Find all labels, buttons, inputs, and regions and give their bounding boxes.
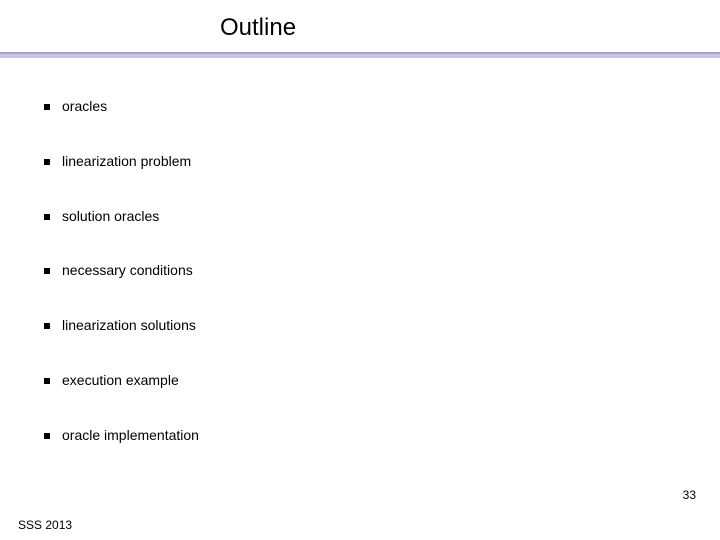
bullet-icon — [44, 323, 50, 329]
list-item: oracle implementation — [44, 427, 720, 444]
bullet-icon — [44, 268, 50, 274]
list-item: linearization problem — [44, 153, 720, 170]
bullet-text: oracle implementation — [62, 427, 199, 444]
list-item: execution example — [44, 372, 720, 389]
slide-title: Outline — [220, 14, 720, 42]
bullet-icon — [44, 214, 50, 220]
list-item: linearization solutions — [44, 317, 720, 334]
bullet-text: necessary conditions — [62, 262, 193, 279]
bullet-text: oracles — [62, 98, 107, 115]
footer-text: SSS 2013 — [18, 518, 72, 532]
list-item: necessary conditions — [44, 262, 720, 279]
bullet-icon — [44, 378, 50, 384]
bullet-icon — [44, 104, 50, 110]
bullet-list: oracles linearization problem solution o… — [0, 58, 720, 444]
bullet-text: solution oracles — [62, 208, 159, 225]
title-divider — [0, 52, 720, 58]
list-item: oracles — [44, 98, 720, 115]
bullet-icon — [44, 159, 50, 165]
slide-number: 33 — [683, 488, 696, 502]
bullet-text: execution example — [62, 372, 179, 389]
bullet-icon — [44, 433, 50, 439]
bullet-text: linearization solutions — [62, 317, 196, 334]
bullet-text: linearization problem — [62, 153, 191, 170]
title-area: Outline — [0, 0, 720, 42]
list-item: solution oracles — [44, 208, 720, 225]
